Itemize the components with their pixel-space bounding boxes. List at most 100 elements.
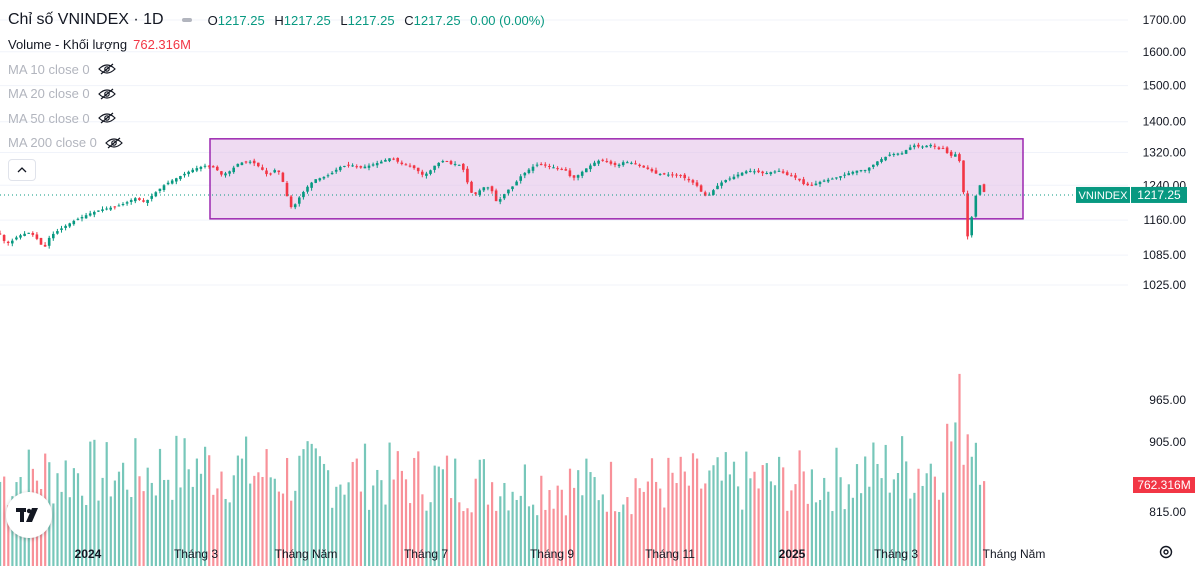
candle-body — [125, 202, 129, 204]
candle-body — [601, 159, 604, 161]
candle-body — [589, 165, 592, 170]
volume-bar — [810, 469, 813, 566]
eye-off-icon[interactable] — [97, 63, 116, 75]
candle-body — [519, 176, 522, 181]
volume-bar — [790, 490, 793, 566]
volume-bar — [552, 508, 555, 566]
volume-row[interactable]: Volume - Khối lượng 762.316M — [8, 33, 551, 58]
price-axis[interactable]: 1700.001600.001500.001400.001320.001240.… — [1076, 13, 1195, 519]
volume-bar — [195, 458, 198, 566]
volume-bar — [765, 463, 768, 566]
high-key: H — [274, 12, 284, 28]
volume-bar — [954, 422, 957, 566]
time-tick-label: Tháng 9 — [530, 547, 574, 561]
ma20-row[interactable]: MA 20 close 0 — [8, 82, 551, 107]
candle-body — [679, 175, 682, 177]
volume-bar — [191, 486, 194, 566]
volume-bar — [876, 463, 879, 566]
ma10-row[interactable]: MA 10 close 0 — [8, 57, 551, 82]
symbol-row: Chỉ số VNINDEX · 1D O1217.25 H1217.25 L1… — [8, 8, 551, 33]
candle-body — [179, 176, 182, 180]
volume-bar — [860, 493, 863, 566]
volume-bar — [421, 494, 424, 566]
candle-body — [716, 185, 719, 190]
last-price-tag — [1131, 186, 1187, 203]
candle-body — [527, 169, 531, 174]
volume-bar — [937, 499, 941, 566]
candle-body — [597, 160, 600, 164]
candle-body — [576, 175, 580, 178]
volume-bar — [245, 436, 248, 566]
volume-bar — [642, 491, 645, 566]
volume-bar — [655, 481, 658, 566]
open-value: 1217.25 — [217, 12, 265, 28]
time-axis[interactable]: 2024 Tháng 3 Tháng Năm Tháng 7 Tháng 9 Tháng … — [75, 547, 1046, 561]
ma50-row[interactable]: MA 50 close 0 — [8, 106, 551, 131]
eye-off-icon[interactable] — [105, 137, 123, 149]
volume-bar — [117, 471, 121, 566]
volume-bar — [236, 455, 239, 566]
candle-body — [187, 171, 190, 175]
candle-body — [207, 165, 211, 167]
ma200-row[interactable]: MA 200 close 0 — [8, 131, 551, 156]
volume-bar — [962, 464, 965, 566]
candle-body — [544, 164, 547, 166]
volume-bar — [585, 458, 588, 566]
candle-body — [39, 237, 43, 245]
candle-body — [621, 162, 625, 166]
price-tick-label: 905.00 — [1149, 435, 1186, 449]
volume-bar — [310, 443, 313, 566]
volume-bar — [532, 504, 535, 566]
volume-bar — [663, 507, 666, 566]
volume-bar — [913, 492, 916, 566]
candle-body — [400, 162, 404, 165]
candle-body — [933, 145, 937, 147]
candle-body — [974, 195, 978, 217]
collapse-legend-button[interactable] — [8, 159, 36, 181]
volume-bar — [880, 478, 883, 566]
candle-body — [261, 167, 264, 170]
volume-bar — [802, 471, 805, 566]
volume-bar — [253, 475, 256, 566]
eye-off-icon[interactable] — [97, 112, 116, 124]
candle-body — [269, 173, 272, 175]
volume-bar — [109, 496, 112, 566]
candle-body — [216, 166, 219, 171]
settings-gear-icon[interactable] — [1158, 544, 1174, 560]
candle-body — [232, 167, 235, 173]
volume-bar — [269, 477, 272, 566]
candle-body — [749, 170, 752, 172]
volume-bar — [499, 496, 502, 566]
candle-body — [962, 160, 965, 193]
candle-body — [388, 158, 391, 162]
volume-bar — [823, 477, 826, 566]
candle-body — [109, 207, 112, 210]
tradingview-logo-icon[interactable] — [6, 492, 52, 538]
volume-bar — [85, 504, 88, 566]
volume-bar — [409, 503, 412, 566]
candle-body — [761, 171, 764, 174]
candle-body — [638, 164, 641, 167]
volume-bar — [782, 467, 785, 566]
volume-bar — [511, 491, 514, 566]
candle-body — [236, 163, 240, 167]
candle-body — [847, 173, 850, 176]
time-tick-label: Tháng Năm — [275, 547, 338, 561]
candle-body — [671, 174, 674, 176]
price-tick-label: 1500.00 — [1143, 79, 1187, 93]
candle-body — [880, 159, 883, 162]
candle-body — [888, 154, 891, 156]
volume-bar — [581, 495, 584, 566]
volume-bar — [445, 455, 449, 566]
symbol-title[interactable]: Chỉ số VNINDEX · 1D — [8, 11, 164, 29]
volume-bar — [3, 476, 6, 566]
candle-body — [224, 173, 227, 176]
eye-off-icon[interactable] — [97, 88, 116, 100]
candle-body — [52, 233, 55, 239]
volume-bar — [983, 481, 986, 566]
candle-body — [183, 173, 186, 176]
candle-body — [482, 187, 486, 191]
candle-body — [781, 171, 785, 173]
volume-bar — [154, 495, 157, 566]
volume-bar — [683, 471, 686, 566]
